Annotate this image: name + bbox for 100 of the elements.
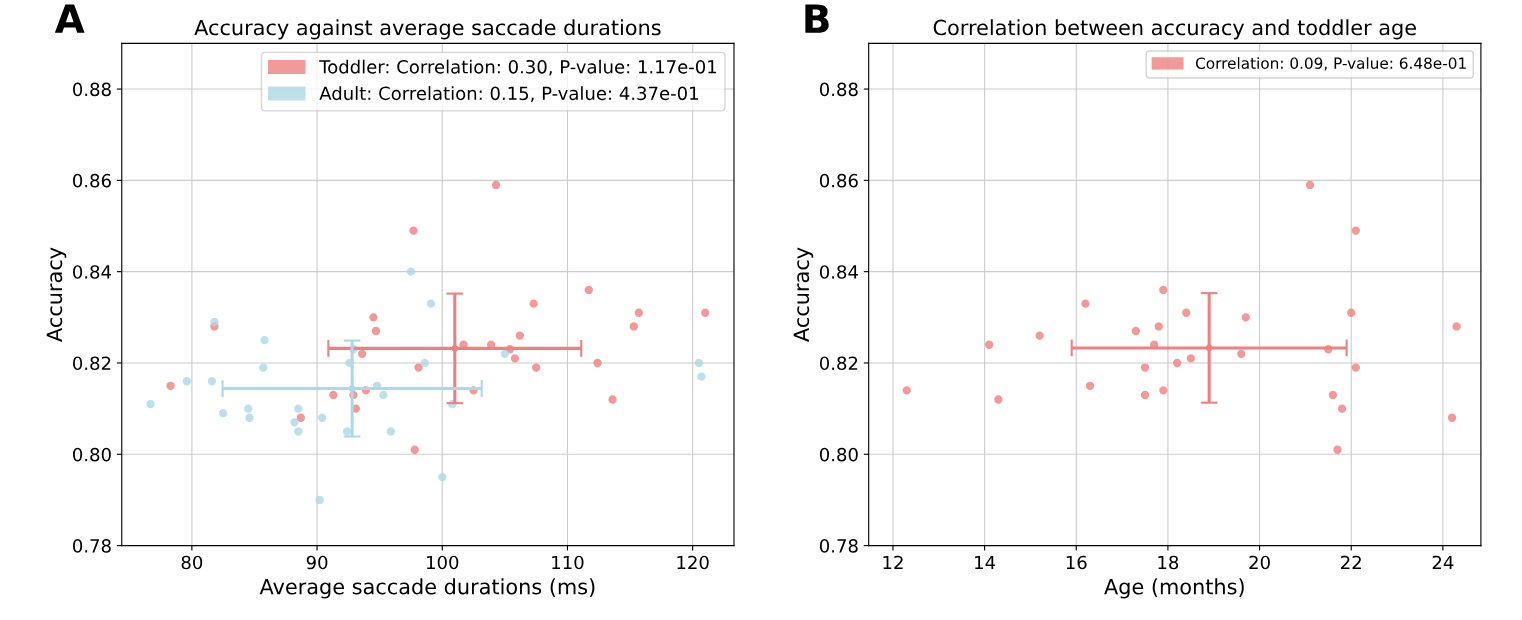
x-axis-title: Age (months) — [1104, 578, 1244, 599]
legend-label: Correlation: 0.09, P-value: 6.48e-01 — [1195, 57, 1466, 71]
x-axis-title: Average saccade durations (ms) — [259, 578, 595, 599]
point — [245, 413, 254, 422]
y-tick-label: 0.84 — [73, 265, 112, 279]
point — [1159, 386, 1168, 395]
point — [379, 390, 388, 400]
x-tick-label: 80 — [181, 555, 203, 570]
point — [410, 445, 419, 454]
point — [529, 299, 538, 308]
point — [1305, 180, 1315, 190]
point — [1154, 322, 1163, 331]
point — [438, 472, 447, 482]
point — [146, 399, 155, 409]
point — [348, 385, 356, 393]
point — [260, 335, 269, 345]
point — [515, 331, 525, 340]
x-tick-label: 12 — [883, 555, 903, 570]
y-tick-label: 0.80 — [73, 447, 111, 462]
point — [1347, 308, 1356, 317]
x-tick-label: 24 — [1432, 555, 1454, 570]
point — [532, 363, 541, 372]
point — [593, 358, 602, 368]
point — [694, 358, 704, 368]
point — [294, 404, 303, 413]
point — [1186, 354, 1195, 363]
x-tick-label: 18 — [1158, 555, 1179, 570]
point — [369, 313, 378, 322]
point — [371, 326, 381, 336]
chart-title: Correlation between accuracy and toddler age — [933, 19, 1416, 40]
point — [1140, 363, 1150, 372]
legend-label: Toddler: Correlation: 0.30, P-value: 1.17e-01 — [319, 59, 717, 76]
point — [1333, 445, 1342, 454]
x-tick-label: 100 — [427, 555, 459, 570]
point — [491, 180, 501, 190]
y-tick-label: 0.78 — [73, 539, 111, 553]
legend-label: Adult: Correlation: 0.15, P-value: 4.37e-01 — [319, 86, 698, 102]
point — [994, 395, 1003, 404]
point — [1172, 358, 1182, 368]
point — [409, 226, 418, 235]
point — [1351, 226, 1360, 235]
y-tick-label: 0.84 — [819, 265, 858, 279]
point — [1159, 285, 1168, 295]
point — [701, 308, 710, 317]
point — [315, 495, 324, 505]
point — [985, 340, 994, 349]
y-tick-label: 0.86 — [819, 173, 858, 188]
point — [210, 317, 219, 327]
point — [219, 409, 228, 418]
point — [414, 363, 423, 372]
chart-title: Accuracy against average saccade durations — [194, 19, 661, 40]
point — [259, 363, 268, 372]
point — [1131, 326, 1141, 336]
x-tick-label: 14 — [975, 555, 996, 570]
x-tick-label: 110 — [552, 555, 584, 570]
point — [510, 354, 520, 363]
point — [342, 427, 352, 436]
point — [317, 413, 327, 422]
point — [207, 377, 217, 386]
point — [697, 372, 706, 381]
y-tick-label: 0.86 — [73, 173, 111, 188]
point — [1085, 381, 1095, 390]
point — [451, 344, 459, 352]
point — [1337, 404, 1347, 413]
point — [1081, 299, 1090, 308]
point — [426, 299, 436, 308]
point — [294, 427, 303, 436]
point — [329, 390, 338, 400]
point — [1035, 331, 1044, 340]
point — [406, 267, 416, 276]
x-tick-label: 20 — [1249, 555, 1270, 570]
point — [1452, 322, 1461, 331]
point — [1447, 413, 1457, 422]
y-axis-title: Accuracy — [793, 247, 814, 342]
point — [290, 418, 299, 427]
point — [1328, 390, 1338, 400]
point — [357, 349, 367, 359]
point — [1182, 308, 1191, 317]
point — [634, 308, 643, 317]
y-tick-label: 0.88 — [819, 82, 858, 97]
text: B — [805, 4, 829, 33]
point — [1241, 313, 1250, 322]
text: A — [54, 4, 85, 33]
x-tick-label: 16 — [1066, 555, 1087, 570]
point — [166, 381, 175, 390]
point — [1351, 363, 1360, 372]
point — [1205, 344, 1213, 352]
point — [629, 322, 638, 331]
point — [296, 413, 305, 422]
y-axis-title: Accuracy — [46, 247, 67, 342]
x-tick-label: 90 — [306, 555, 328, 570]
point — [902, 386, 911, 395]
x-tick-label: 22 — [1341, 555, 1361, 570]
point — [1237, 349, 1246, 359]
y-tick-label: 0.88 — [73, 82, 111, 97]
point — [584, 285, 593, 295]
point — [420, 358, 429, 368]
y-tick-label: 0.80 — [819, 447, 858, 462]
point — [182, 377, 192, 386]
y-tick-label: 0.78 — [819, 539, 858, 553]
